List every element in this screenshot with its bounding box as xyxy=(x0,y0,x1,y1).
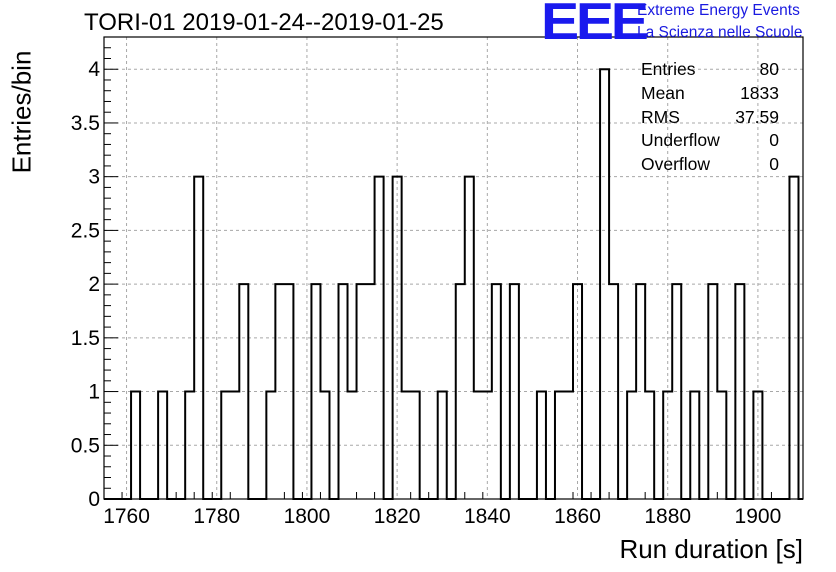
stats-row-overflow: Overflow 0 xyxy=(641,153,779,177)
y-tick-label: 1.5 xyxy=(71,327,100,350)
x-tick-label: 1880 xyxy=(644,505,691,528)
y-tick-label: 3 xyxy=(88,166,100,189)
stats-row-rms: RMS 37.59 xyxy=(641,106,779,130)
x-tick-label: 1860 xyxy=(554,505,601,528)
y-tick-label: 3.5 xyxy=(71,112,100,135)
logo-line-1: Extreme Energy Events xyxy=(637,2,800,19)
x-axis-label: Run duration [s] xyxy=(619,534,803,564)
stats-value: 37.59 xyxy=(735,106,779,127)
y-axis-label: Entries/bin xyxy=(6,50,37,174)
stats-label: Overflow xyxy=(641,154,711,175)
stats-value: 80 xyxy=(759,59,779,79)
stats-label: Mean xyxy=(641,82,685,103)
x-tick-label: 1760 xyxy=(103,505,150,528)
y-tick-label: 4 xyxy=(88,58,100,81)
y-tick-label: 1 xyxy=(88,381,100,404)
histogram-outline xyxy=(104,68,803,500)
stats-row-underflow: Underflow 0 xyxy=(641,129,779,153)
x-tick-label: 1780 xyxy=(193,505,240,528)
stats-value: 1833 xyxy=(740,82,779,103)
y-tick-label: 0 xyxy=(88,488,100,511)
x-tick-label: 1840 xyxy=(464,505,511,528)
stats-value: 0 xyxy=(769,154,779,175)
y-tick-label: 2 xyxy=(88,273,100,296)
stats-value: 0 xyxy=(769,130,779,151)
x-tick-label: 1820 xyxy=(374,505,421,528)
stats-row-mean: Mean 1833 xyxy=(641,82,779,106)
plot-frame xyxy=(103,36,804,500)
y-tick-label: 0.5 xyxy=(71,434,100,457)
x-tick-label: 1800 xyxy=(284,505,331,528)
chart-title: TORI-01 2019-01-24--2019-01-25 xyxy=(84,9,444,36)
y-tick-label: 2.5 xyxy=(71,219,100,242)
stats-label: Entries xyxy=(641,59,696,79)
stats-label: RMS xyxy=(641,106,680,127)
eee-logo-mark: EEE xyxy=(541,0,649,51)
stats-row-entries: Entries 80 xyxy=(641,58,779,82)
stats-label: Underflow xyxy=(641,130,720,151)
logo-line-2: La Scienza nelle Scuole xyxy=(637,24,803,41)
stats-box: Entries 80 Mean 1833 RMS 37.59 Underflow… xyxy=(641,58,779,177)
x-tick-label: 1900 xyxy=(735,505,782,528)
